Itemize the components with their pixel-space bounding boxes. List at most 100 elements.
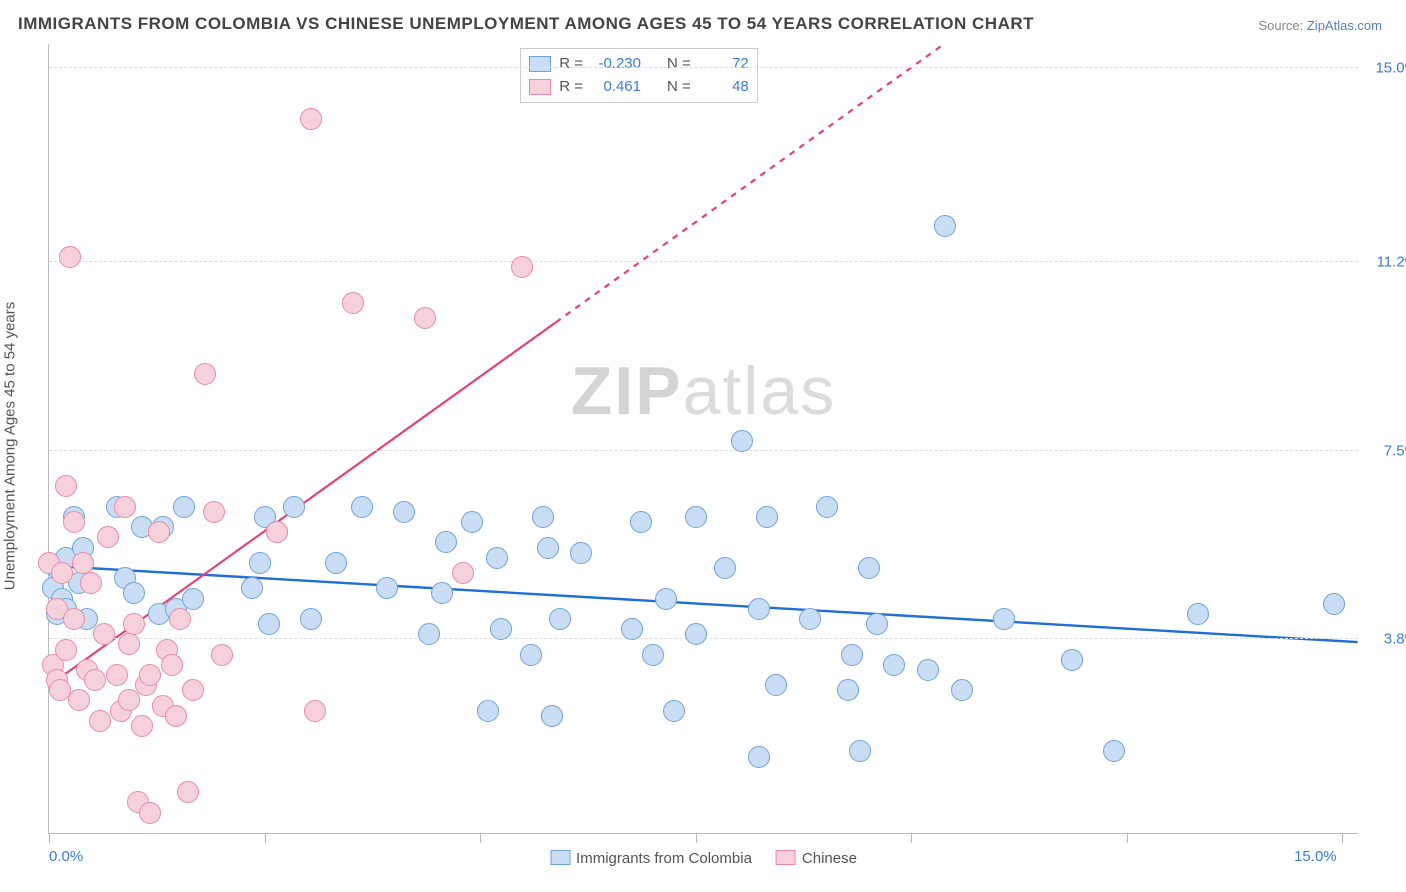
data-point [765, 674, 787, 696]
legend-swatch [529, 79, 551, 95]
x-tick [911, 833, 912, 843]
data-point [461, 511, 483, 533]
x-tick [49, 833, 50, 843]
data-point [93, 623, 115, 645]
data-point [520, 644, 542, 666]
source-link[interactable]: ZipAtlas.com [1307, 18, 1382, 33]
plot-area: ZIPatlas R =-0.230N =72R =0.461N =48 Imm… [48, 44, 1358, 834]
legend-n-value: 72 [699, 53, 749, 76]
x-tick [1342, 833, 1343, 843]
data-point [304, 700, 326, 722]
data-point [490, 618, 512, 640]
data-point [452, 562, 474, 584]
source-credit: Source: ZipAtlas.com [1258, 18, 1382, 33]
data-point [139, 664, 161, 686]
gridline-h [49, 261, 1358, 262]
x-tick [696, 833, 697, 843]
data-point [663, 700, 685, 722]
legend-row: R =0.461N =48 [529, 76, 749, 99]
data-point [655, 588, 677, 610]
watermark-bold: ZIP [571, 353, 683, 429]
chart-title: IMMIGRANTS FROM COLOMBIA VS CHINESE UNEM… [18, 14, 1034, 34]
data-point [55, 475, 77, 497]
data-point [1187, 603, 1209, 625]
data-point [537, 537, 559, 559]
data-point [194, 363, 216, 385]
data-point [1323, 593, 1345, 615]
data-point [858, 557, 880, 579]
data-point [731, 430, 753, 452]
data-point [266, 521, 288, 543]
data-point [55, 639, 77, 661]
y-tick-label: 11.2% [1363, 254, 1406, 271]
data-point [342, 292, 364, 314]
data-point [541, 705, 563, 727]
y-tick-label: 3.8% [1363, 631, 1406, 648]
data-point [376, 577, 398, 599]
data-point [883, 654, 905, 676]
x-tick-label: 15.0% [1294, 848, 1337, 865]
data-point [182, 588, 204, 610]
legend-n-label: N = [667, 76, 691, 99]
data-point [300, 608, 322, 630]
legend-r-value: -0.230 [591, 53, 641, 76]
legend-swatch [529, 56, 551, 72]
legend-item: Chinese [776, 850, 857, 867]
x-tick [265, 833, 266, 843]
x-tick [480, 833, 481, 843]
data-point [866, 613, 888, 635]
data-point [756, 506, 778, 528]
data-point [63, 511, 85, 533]
data-point [169, 608, 191, 630]
data-point [123, 582, 145, 604]
data-point [283, 496, 305, 518]
data-point [418, 623, 440, 645]
data-point [211, 644, 233, 666]
data-point [258, 613, 280, 635]
data-point [249, 552, 271, 574]
data-point [630, 511, 652, 533]
data-point [51, 562, 73, 584]
data-point [642, 644, 664, 666]
data-point [325, 552, 347, 574]
data-point [393, 501, 415, 523]
legend-n-label: N = [667, 53, 691, 76]
data-point [241, 577, 263, 599]
watermark: ZIPatlas [571, 352, 836, 430]
watermark-light: atlas [683, 353, 837, 429]
data-point [621, 618, 643, 640]
data-point [1061, 649, 1083, 671]
data-point [685, 506, 707, 528]
legend-label: Chinese [802, 850, 857, 867]
data-point [68, 689, 90, 711]
data-point [72, 552, 94, 574]
legend-r-label: R = [559, 53, 583, 76]
data-point [799, 608, 821, 630]
data-point [123, 613, 145, 635]
source-prefix: Source: [1258, 18, 1306, 33]
data-point [951, 679, 973, 701]
legend-swatch [550, 850, 570, 865]
data-point [148, 521, 170, 543]
data-point [97, 526, 119, 548]
gridline-h [49, 67, 1358, 68]
data-point [532, 506, 554, 528]
data-point [431, 582, 453, 604]
data-point [59, 246, 81, 268]
x-tick-label: 0.0% [49, 848, 83, 865]
data-point [748, 746, 770, 768]
data-point [89, 710, 111, 732]
data-point [114, 496, 136, 518]
data-point [131, 715, 153, 737]
data-point [173, 496, 195, 518]
legend-label: Immigrants from Colombia [576, 850, 752, 867]
legend-swatch [776, 850, 796, 865]
data-point [165, 705, 187, 727]
legend-item: Immigrants from Colombia [550, 850, 752, 867]
data-point [934, 215, 956, 237]
data-point [203, 501, 225, 523]
data-point [80, 572, 102, 594]
data-point [748, 598, 770, 620]
data-point [435, 531, 457, 553]
data-point [993, 608, 1015, 630]
